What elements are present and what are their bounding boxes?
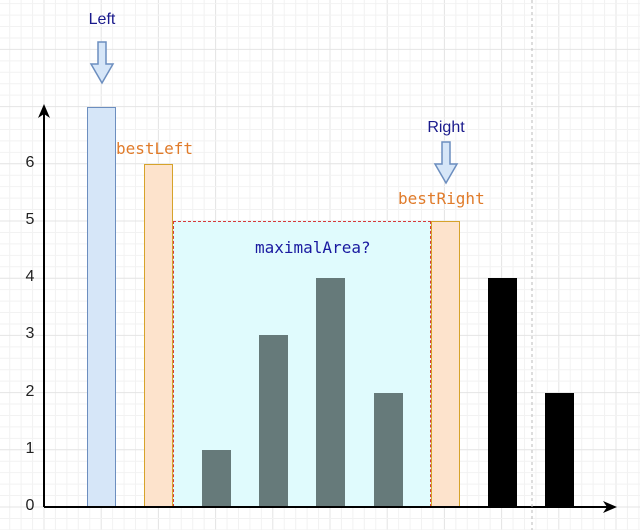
bar-inner — [373, 392, 403, 507]
bar-inner — [201, 449, 231, 507]
y-tick-label: 0 — [25, 497, 35, 514]
x-axis — [44, 501, 617, 513]
x-axis-arrow-icon — [603, 501, 617, 513]
y-tick-label: 4 — [25, 268, 35, 286]
bar-outer — [488, 278, 518, 507]
right-down-arrow-icon — [433, 141, 459, 185]
y-tick-label: 1 — [25, 439, 35, 457]
y-tick-label: 3 — [25, 325, 35, 343]
bar-inner — [258, 335, 288, 507]
right-label: Right — [427, 119, 465, 136]
maximal-area-label: maximalArea? — [255, 238, 371, 257]
bar-inner — [316, 278, 346, 507]
best-right-label: bestRight — [398, 189, 485, 208]
bar-left — [87, 106, 116, 507]
bar-outer — [545, 392, 575, 507]
best-left-label: bestLeft — [116, 139, 194, 158]
y-axis — [38, 104, 50, 507]
y-tick-label: 5 — [25, 211, 35, 228]
left-down-arrow-icon — [89, 41, 115, 85]
y-tick-label: 6 — [25, 153, 35, 171]
left-label: Left — [88, 11, 116, 28]
bar-bestleft — [144, 163, 174, 507]
y-tick-label: 2 — [25, 382, 35, 400]
y-axis-arrow-icon — [38, 104, 50, 118]
bar-bestright — [430, 221, 460, 507]
